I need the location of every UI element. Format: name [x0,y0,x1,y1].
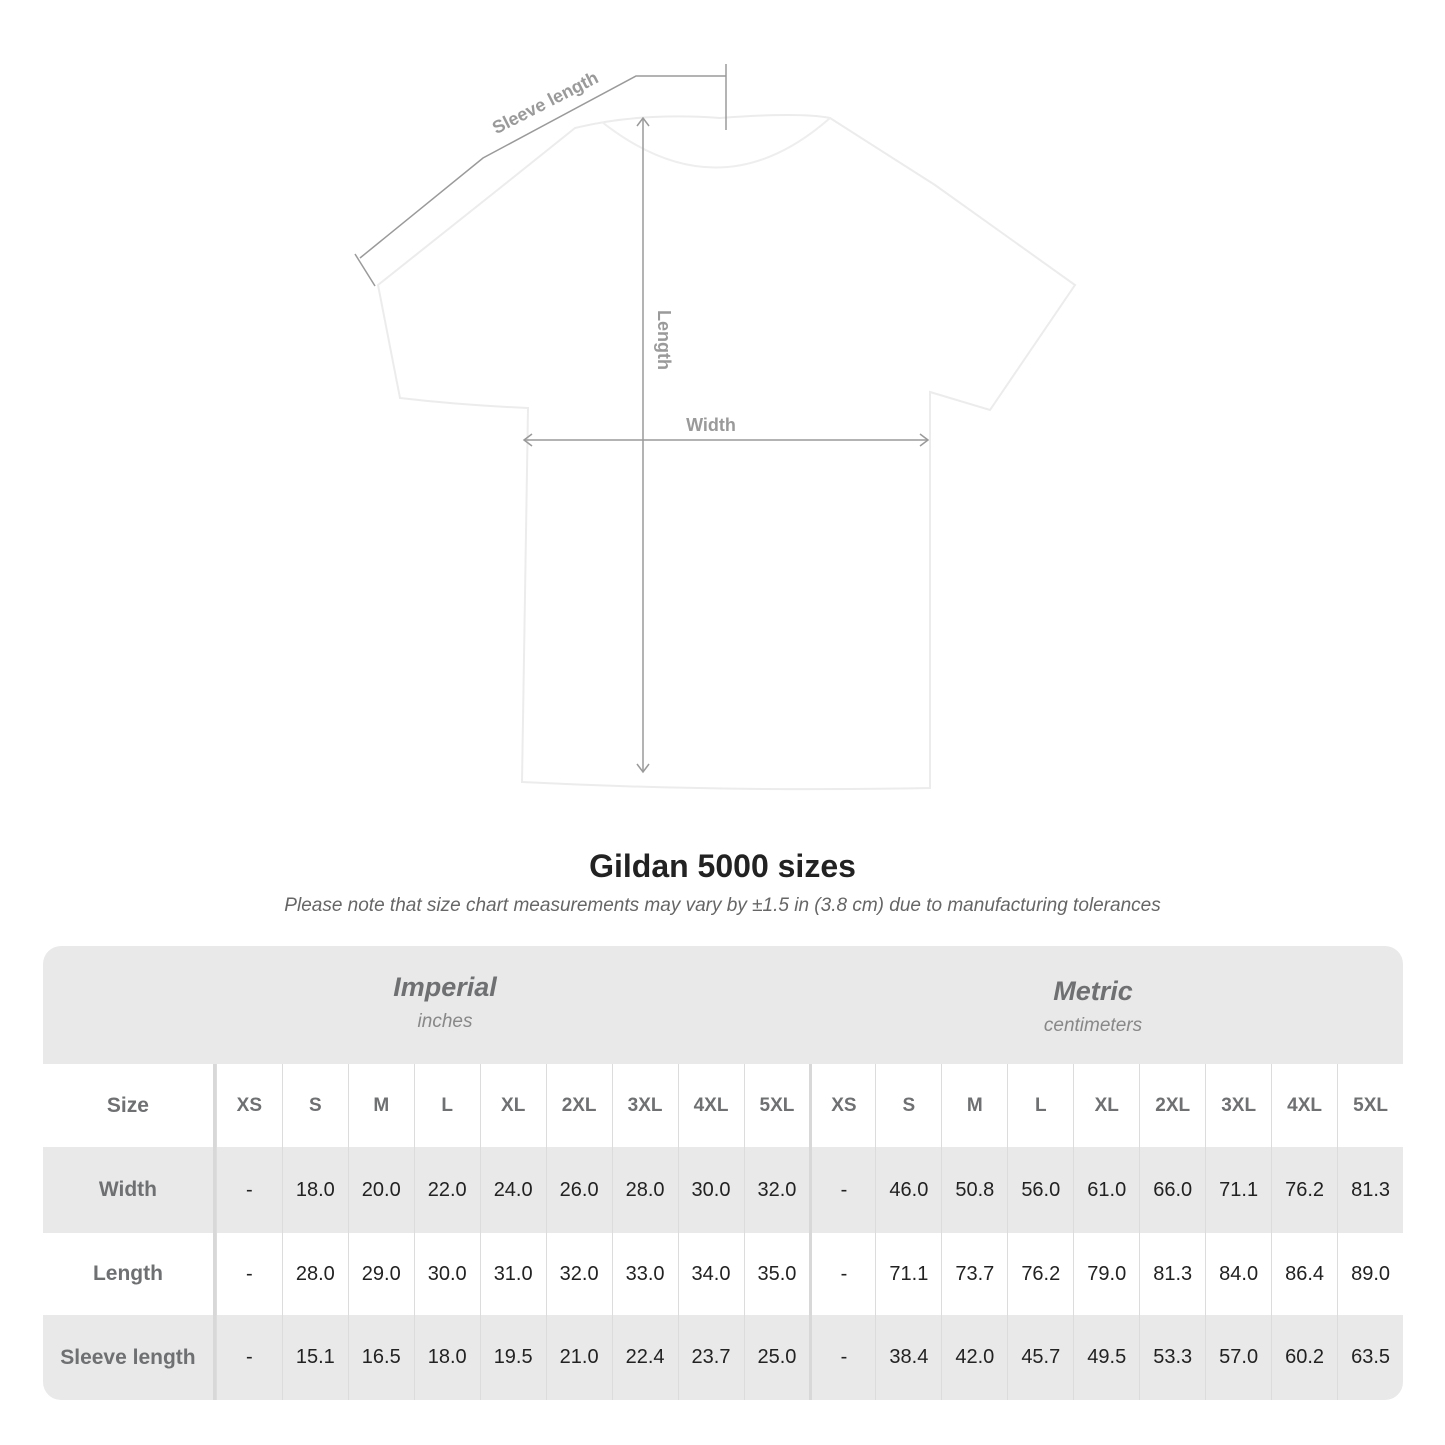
metric-value-cell: - [809,1147,875,1233]
size-header-imperial: L [413,1064,480,1147]
size-header-imperial: M [347,1064,414,1147]
metric-value-cell: 81.3 [1139,1233,1205,1315]
metric-value-cell: 71.1 [875,1233,941,1315]
tshirt-shape [376,114,1077,791]
tshirt-collar [601,117,831,169]
width-label: Width [686,415,736,435]
metric-value-cell: 89.0 [1337,1233,1403,1315]
metric-value-cell: 57.0 [1205,1315,1271,1400]
size-header-metric: 5XL [1337,1064,1403,1147]
metric-header: Metric centimeters [893,976,1293,1037]
metric-value-cell: 53.3 [1139,1315,1205,1400]
metric-value-cell: 73.7 [941,1233,1007,1315]
imperial-value-cell: 30.0 [413,1233,480,1315]
metric-value-cell: - [809,1233,875,1315]
imperial-value-cell: 31.0 [479,1233,546,1315]
imperial-value-cell: 21.0 [545,1315,612,1400]
imperial-value-cell: 32.0 [545,1233,612,1315]
imperial-value-cell: 33.0 [611,1233,678,1315]
imperial-value-cell: 28.0 [611,1147,678,1233]
size-header-row: Size XS S M L XL 2XL 3XL 4XL 5XL XS S M L XL 2XL 3XL 4XL… [43,1064,1403,1147]
table-row: Width -18.0 20.0 22.0 24.0 26.0 28.0 30.0 32.0-4… [43,1147,1403,1233]
metric-value-cell: 46.0 [875,1147,941,1233]
row-label: Sleeve length [43,1315,216,1400]
imperial-unit: inches [417,1011,473,1032]
imperial-value-cell: 34.0 [677,1233,744,1315]
imperial-value-cell: 29.0 [347,1233,414,1315]
length-label: Length [654,310,674,370]
page-title: Gildan 5000 sizes [589,848,856,884]
imperial-value-cell: 30.0 [677,1147,744,1233]
imperial-value-cell: 19.5 [479,1315,546,1400]
metric-unit: centimeters [1043,1015,1143,1036]
size-header-imperial: S [281,1064,348,1147]
size-header-metric: M [941,1064,1007,1147]
size-header-imperial: XS [215,1064,282,1147]
metric-value-cell: 56.0 [1007,1147,1073,1233]
imperial-value-cell: 22.4 [611,1315,678,1400]
row-label: Width [43,1147,216,1233]
size-header-metric: 3XL [1205,1064,1271,1147]
metric-value-cell: 45.7 [1007,1315,1073,1400]
metric-value-cell: 79.0 [1073,1233,1139,1315]
table-row: Length -28.0 29.0 30.0 31.0 32.0 33.0 34.0 35.0-… [43,1233,1403,1315]
size-header-metric: 2XL [1139,1064,1205,1147]
sleeve-length-guide [359,75,726,259]
size-header-imperial: 5XL [743,1064,810,1147]
imperial-value-cell: 16.5 [347,1315,414,1400]
size-header-imperial: 4XL [677,1064,744,1147]
metric-value-cell: 84.0 [1205,1233,1271,1315]
size-header-imperial: XL [479,1064,546,1147]
size-header-imperial: 3XL [611,1064,678,1147]
imperial-value-cell: 15.1 [281,1315,348,1400]
imperial-header: Imperial inches [245,972,645,1033]
metric-value-cell: 81.3 [1337,1147,1403,1233]
metric-value-cell: 50.8 [941,1147,1007,1233]
unit-header: Imperial inches Metric centimeters [43,946,1403,1064]
metric-value-cell: 49.5 [1073,1315,1139,1400]
imperial-value-cell: 28.0 [281,1233,348,1315]
size-header-metric: S [875,1064,941,1147]
imperial-value-cell: 24.0 [479,1147,546,1233]
table-row: Sleeve length -15.1 16.5 18.0 19.5 21.0 22.4 23… [43,1315,1403,1400]
imperial-value-cell: 25.0 [743,1315,810,1400]
imperial-value-cell: - [215,1315,282,1400]
imperial-value-cell: 18.0 [281,1147,348,1233]
size-header-imperial: 2XL [545,1064,612,1147]
imperial-value-cell: 32.0 [743,1147,810,1233]
metric-value-cell: 63.5 [1337,1315,1403,1400]
tolerance-note: Please note that size chart measurements… [284,895,1161,916]
metric-value-cell: 76.2 [1007,1233,1073,1315]
size-header-metric: L [1007,1064,1073,1147]
metric-value-cell: 42.0 [941,1315,1007,1400]
size-label: Size [43,1064,216,1147]
imperial-value-cell: 18.0 [413,1315,480,1400]
imperial-value-cell: 22.0 [413,1147,480,1233]
metric-value-cell: 61.0 [1073,1147,1139,1233]
metric-value-cell: 38.4 [875,1315,941,1400]
tshirt-diagram: Sleeve length Length Width [354,64,1077,791]
metric-value-cell: 76.2 [1271,1147,1337,1233]
metric-value-cell: 86.4 [1271,1233,1337,1315]
imperial-value-cell: 26.0 [545,1147,612,1233]
metric-value-cell: 71.1 [1205,1147,1271,1233]
metric-value-cell: 66.0 [1139,1147,1205,1233]
imperial-value-cell: 20.0 [347,1147,414,1233]
imperial-value-cell: 35.0 [743,1233,810,1315]
size-table: Imperial inches Metric centimeters Size … [43,946,1403,1400]
size-header-metric: XL [1073,1064,1139,1147]
metric-value-cell: - [809,1315,875,1400]
size-header-metric: 4XL [1271,1064,1337,1147]
row-label: Length [43,1233,216,1315]
imperial-value-cell: - [215,1233,282,1315]
metric-value-cell: 60.2 [1271,1315,1337,1400]
size-header-metric: XS [809,1064,875,1147]
metric-title: Metric [1053,976,1133,1006]
imperial-value-cell: 23.7 [677,1315,744,1400]
imperial-title: Imperial [393,972,497,1002]
imperial-value-cell: - [215,1147,282,1233]
